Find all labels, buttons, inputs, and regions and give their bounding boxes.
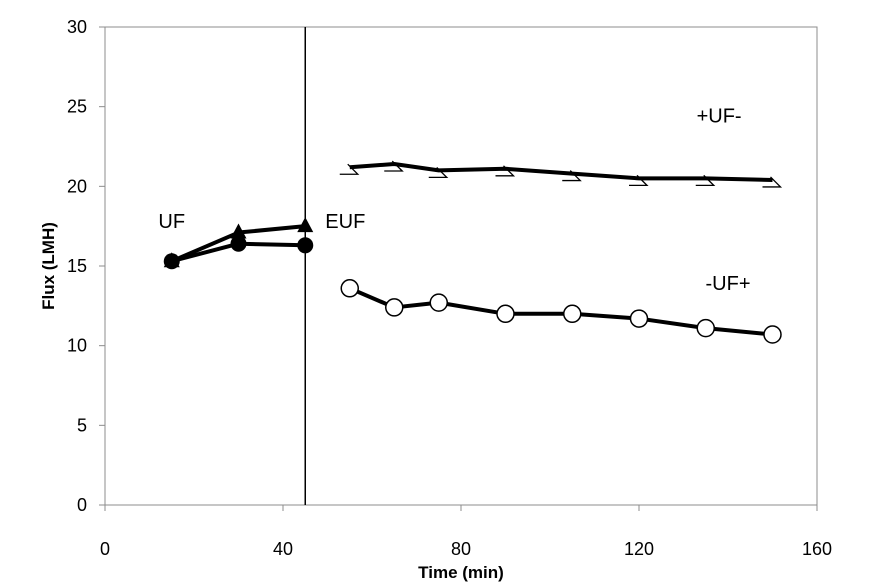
x-tick-label: 0 bbox=[100, 539, 110, 559]
triangle-marker bbox=[297, 217, 314, 233]
dash-marker bbox=[695, 174, 716, 187]
dash-marker bbox=[384, 160, 404, 172]
series-line bbox=[349, 162, 773, 182]
y-tick-label: 0 bbox=[77, 495, 87, 515]
annotation-label: UF bbox=[158, 211, 185, 233]
y-tick-label: 20 bbox=[67, 176, 87, 196]
open-circle-marker bbox=[696, 318, 715, 338]
x-axis: 0 40 80 120 160 bbox=[100, 505, 832, 559]
filled-circle-marker bbox=[297, 237, 314, 254]
y-tick-label: 5 bbox=[77, 415, 87, 435]
y-axis-title: Flux (LMH) bbox=[39, 222, 58, 310]
annotation-label: EUF bbox=[325, 211, 365, 233]
y-tick-label: 10 bbox=[67, 336, 87, 356]
x-tick-label: 160 bbox=[802, 539, 832, 559]
open-circle-marker bbox=[563, 304, 582, 324]
series-4 bbox=[340, 279, 782, 344]
dash-marker bbox=[495, 165, 516, 177]
x-tick-label: 40 bbox=[273, 539, 293, 559]
series-layer bbox=[163, 27, 783, 505]
filled-circle-marker bbox=[163, 253, 180, 270]
dash-marker bbox=[629, 174, 649, 187]
annotation-label: -UF+ bbox=[706, 273, 751, 295]
x-tick-label: 120 bbox=[624, 539, 654, 559]
series-3 bbox=[339, 160, 783, 188]
open-circle-marker bbox=[429, 293, 448, 312]
triangle-marker bbox=[230, 223, 247, 239]
dash-marker bbox=[562, 170, 582, 182]
x-axis-title: Time (min) bbox=[418, 563, 504, 582]
dash-marker bbox=[339, 163, 360, 175]
open-circle-marker bbox=[763, 325, 782, 344]
annotation-label: +UF- bbox=[697, 106, 742, 128]
plot-area bbox=[104, 26, 818, 506]
open-circle-marker bbox=[496, 304, 515, 324]
series-2 bbox=[163, 235, 314, 270]
dash-marker bbox=[762, 176, 783, 188]
y-tick-label: 15 bbox=[67, 256, 87, 276]
y-axis: 0 5 10 15 20 25 30 bbox=[67, 17, 105, 515]
plot-border bbox=[104, 26, 818, 506]
open-circle-marker bbox=[629, 309, 649, 328]
dash-marker bbox=[428, 166, 449, 179]
y-tick-label: 25 bbox=[67, 97, 87, 117]
open-circle-marker bbox=[340, 279, 359, 298]
annotations: UF EUF +UF- -UF+ bbox=[158, 106, 750, 295]
y-tick-label: 30 bbox=[67, 17, 87, 37]
filled-circle-marker bbox=[230, 235, 247, 252]
x-tick-label: 80 bbox=[451, 539, 471, 559]
open-circle-marker bbox=[385, 298, 404, 317]
